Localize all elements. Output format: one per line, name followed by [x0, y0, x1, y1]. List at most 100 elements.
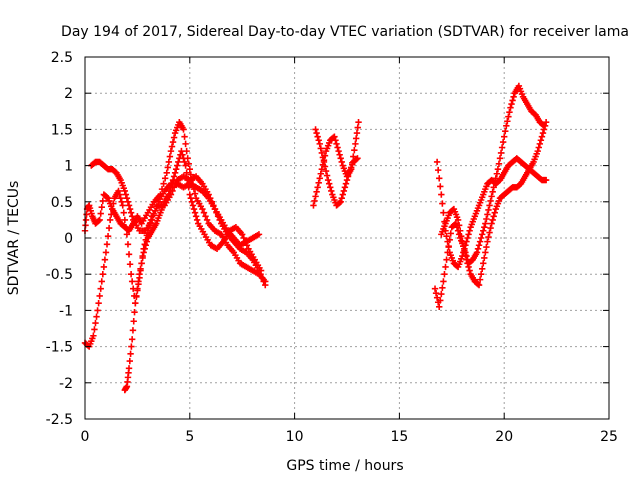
- x-tick-label: 20: [495, 429, 513, 445]
- data-point: [257, 267, 265, 274]
- data-point: [202, 213, 209, 220]
- data-point: [124, 198, 132, 205]
- x-tick-label: 10: [286, 429, 304, 445]
- data-point: [476, 276, 484, 283]
- data-point: [536, 140, 544, 148]
- y-tick-label: -2: [59, 376, 73, 392]
- data-point: [128, 278, 136, 285]
- data-point: [510, 93, 517, 101]
- data-point: [434, 166, 442, 174]
- data-point: [312, 193, 319, 200]
- data-point: [436, 303, 443, 310]
- data-point: [314, 133, 321, 140]
- data-point: [484, 238, 491, 245]
- data-point: [121, 216, 129, 224]
- data-point: [103, 241, 111, 248]
- data-point: [311, 197, 318, 205]
- data-point: [138, 260, 145, 267]
- data-point: [333, 140, 340, 148]
- series-arc-6: [312, 126, 361, 209]
- data-point: [135, 278, 142, 285]
- data-point: [335, 147, 342, 155]
- data-point: [123, 231, 131, 238]
- data-point: [140, 249, 147, 256]
- data-point: [444, 238, 451, 245]
- data-point: [482, 249, 489, 256]
- data-point: [214, 213, 222, 220]
- data-point: [331, 133, 338, 140]
- data-point: [505, 113, 512, 120]
- data-point: [168, 143, 176, 150]
- data-point: [94, 307, 101, 314]
- data-point: [186, 166, 193, 173]
- data-point: [353, 156, 360, 163]
- data-point: [128, 213, 136, 220]
- data-point: [480, 260, 487, 267]
- data-point: [170, 134, 178, 141]
- data-point: [441, 271, 448, 278]
- data-point: [123, 194, 131, 202]
- data-point: [147, 216, 155, 224]
- data-point: [341, 184, 349, 191]
- data-point: [475, 281, 483, 289]
- data-point: [174, 162, 181, 169]
- data-point: [483, 243, 490, 251]
- data-point: [108, 211, 115, 218]
- data-point: [541, 122, 549, 129]
- data-point: [96, 216, 103, 224]
- data-point: [130, 318, 137, 325]
- data-point: [439, 200, 446, 207]
- series-arc-8: [433, 155, 550, 271]
- data-point: [440, 278, 447, 285]
- data-point: [466, 267, 473, 274]
- data-points: [81, 82, 550, 394]
- data-point: [443, 232, 450, 240]
- series-arc-4: [121, 147, 265, 394]
- data-point: [146, 220, 154, 227]
- data-point: [316, 175, 323, 182]
- data-point: [503, 122, 510, 129]
- data-point: [489, 188, 496, 196]
- data-point: [325, 180, 333, 187]
- data-point: [168, 180, 176, 187]
- data-point: [82, 216, 90, 224]
- data-point: [125, 251, 133, 258]
- data-point: [122, 191, 130, 198]
- data-point: [128, 336, 136, 343]
- data-point: [499, 138, 507, 146]
- data-point: [316, 140, 323, 148]
- data-point: [542, 176, 550, 184]
- data-point: [320, 158, 328, 166]
- data-point: [497, 149, 505, 157]
- axis-ticks: 0 5 10 15 20 25 2.5 2 1.5 1 0.5 0 -0.5 -1 -1.5 -2 -2.5: [46, 50, 618, 445]
- data-point: [166, 153, 174, 160]
- data-point: [491, 209, 498, 216]
- data-point: [488, 220, 495, 227]
- data-point: [465, 263, 472, 271]
- data-point: [116, 191, 123, 198]
- data-point: [498, 144, 506, 151]
- data-point: [262, 281, 269, 289]
- data-point: [339, 191, 347, 198]
- data-point: [192, 213, 200, 220]
- data-point: [242, 238, 249, 245]
- data-point: [183, 169, 190, 177]
- data-point: [317, 170, 324, 177]
- data-point: [490, 184, 497, 191]
- data-point: [99, 197, 107, 205]
- data-point: [127, 350, 134, 358]
- data-point: [504, 118, 511, 125]
- data-point: [495, 160, 503, 167]
- y-tick-label: -1: [59, 303, 73, 319]
- data-point: [352, 140, 359, 148]
- data-point: [328, 187, 335, 195]
- data-point: [216, 216, 223, 224]
- data-point: [199, 205, 206, 213]
- data-point: [537, 137, 545, 144]
- y-tick-label: 1: [64, 159, 73, 175]
- data-point: [351, 147, 358, 154]
- data-point: [508, 100, 515, 108]
- data-point: [105, 224, 113, 232]
- data-point: [459, 238, 466, 245]
